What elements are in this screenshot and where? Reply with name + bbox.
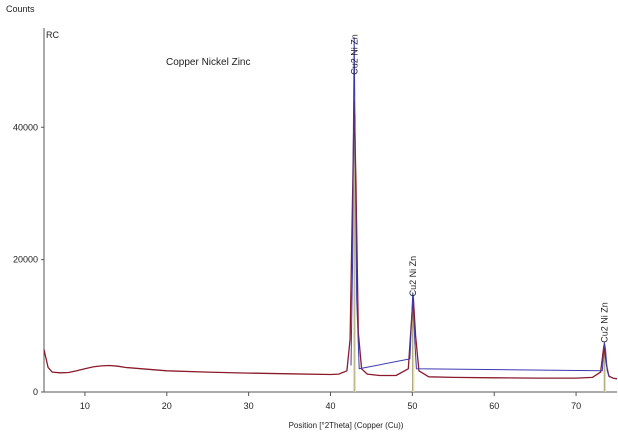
corner-label: RC xyxy=(46,30,59,40)
y-tick-label: 0 xyxy=(33,387,38,397)
peak-label: Cu2 Ni Zn xyxy=(408,256,418,297)
series-line xyxy=(43,100,618,380)
x-tick-label: 50 xyxy=(407,401,417,411)
reference-peak-bar xyxy=(411,299,415,392)
x-tick-label: 60 xyxy=(489,401,499,411)
y-axis-label: Counts xyxy=(6,4,35,14)
y-tick-label: 20000 xyxy=(13,255,38,265)
x-tick-label: 40 xyxy=(325,401,335,411)
x-tick-label: 70 xyxy=(571,401,581,411)
peak-label: Cu2 Ni Zn xyxy=(350,34,360,75)
chart-annotation: Copper Nickel Zinc xyxy=(166,57,250,68)
x-tick-label: 20 xyxy=(162,401,172,411)
reference-peak-bar xyxy=(353,114,356,392)
series-line xyxy=(350,37,611,378)
x-axis-label: Position [°2Theta] (Copper (Cu)) xyxy=(289,421,404,430)
peak-label: Cu2 Ni Zn xyxy=(600,302,610,343)
y-tick-label: 40000 xyxy=(13,122,38,132)
x-tick-label: 10 xyxy=(80,401,90,411)
reference-peak-bar xyxy=(603,348,606,392)
x-tick-label: 30 xyxy=(244,401,254,411)
